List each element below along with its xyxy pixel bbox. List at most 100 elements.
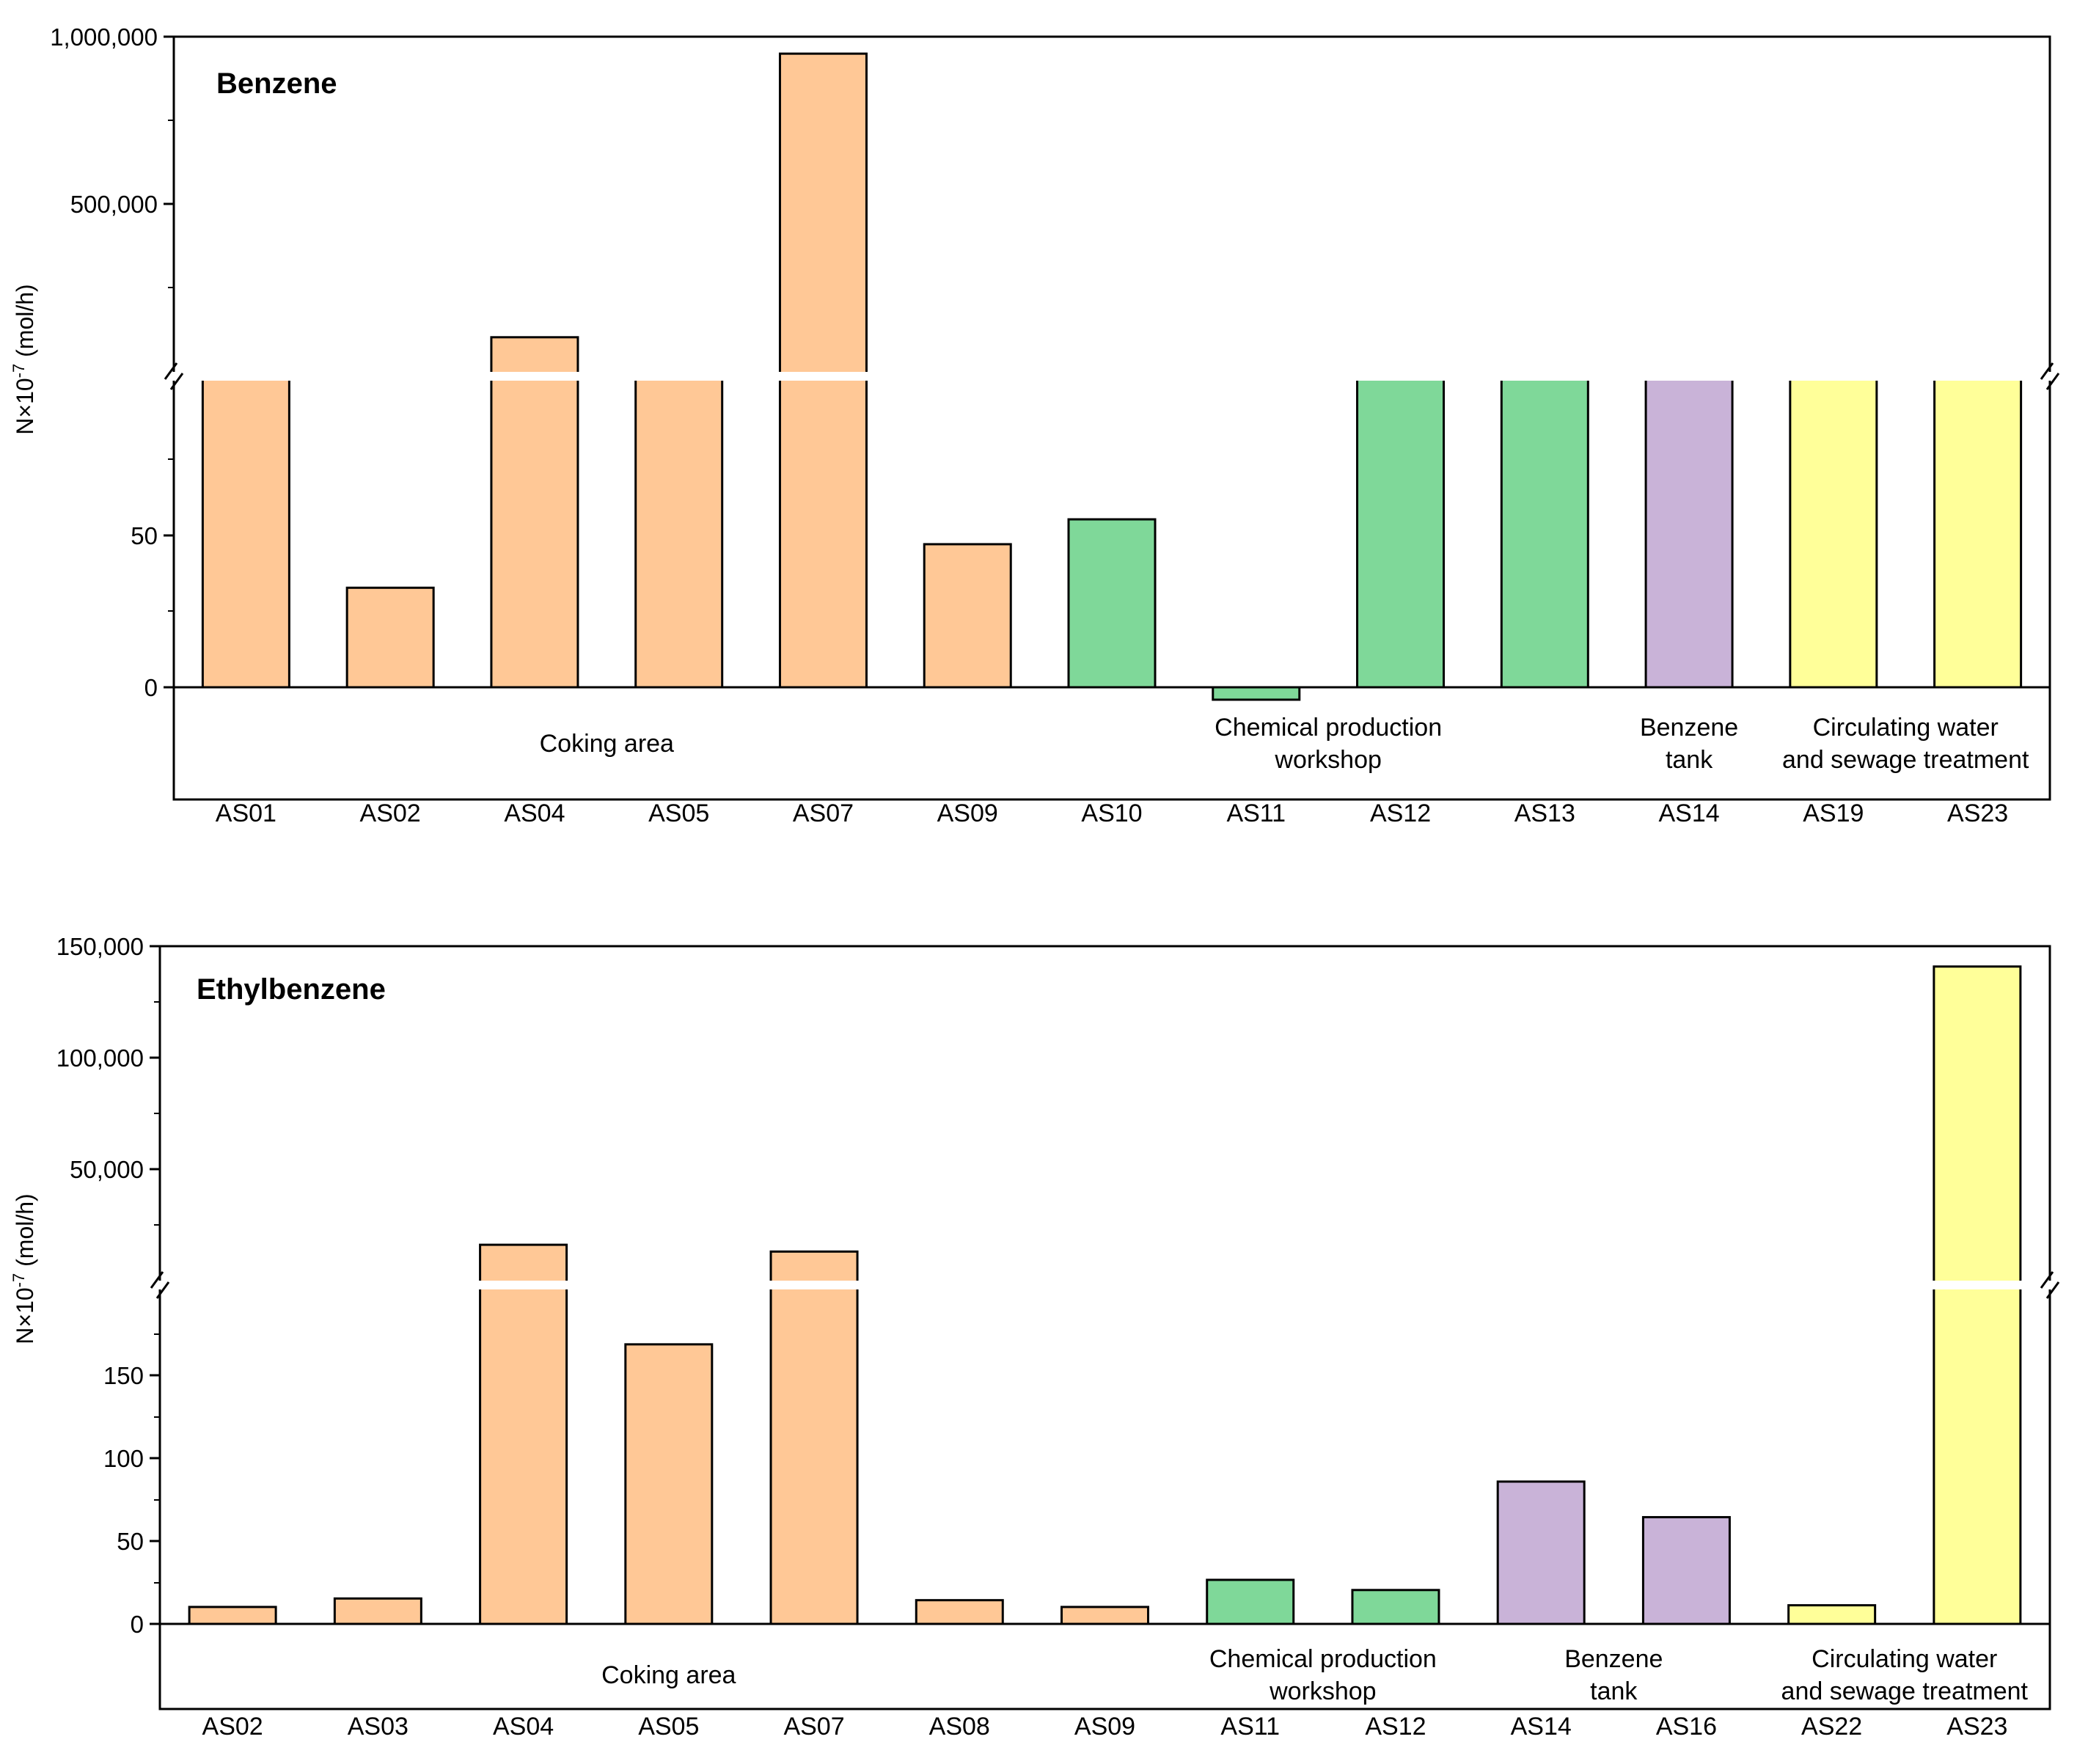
axis-break-gap	[168, 372, 2056, 381]
category-label: AS11	[1220, 1713, 1280, 1741]
y-axis-title-exponent: -7	[10, 1273, 28, 1288]
y-tick-label: 500,000	[70, 191, 158, 218]
bar-as09	[1061, 1606, 1149, 1625]
bar-as19	[1789, 375, 1878, 689]
region-label: and sewage treatment	[1782, 746, 2029, 774]
category-label: AS07	[783, 1713, 844, 1741]
region-label: Coking area	[601, 1661, 736, 1689]
bar-as07	[769, 1250, 859, 1625]
axis-break-gap	[154, 1281, 2056, 1289]
region-label: Circulating water	[1813, 714, 1999, 742]
region-label: workshop	[1269, 1677, 1377, 1705]
category-label: AS01	[216, 799, 276, 827]
region-label: and sewage treatment	[1781, 1677, 2029, 1705]
y-tick-label: 50,000	[70, 1156, 144, 1183]
category-label: AS05	[638, 1713, 699, 1741]
chart-title: Ethylbenzene	[197, 973, 386, 1006]
bar-as14	[1644, 375, 1734, 689]
bar-as11	[1206, 1578, 1295, 1625]
category-label: AS03	[348, 1713, 409, 1741]
category-label: AS09	[1074, 1713, 1135, 1741]
category-label: AS02	[202, 1713, 263, 1741]
bar-as04	[479, 1243, 568, 1625]
bar-as14	[1496, 1480, 1586, 1625]
category-label: AS05	[648, 799, 709, 827]
bar-as02	[188, 1606, 277, 1625]
axis-break-mark-right-1	[2040, 362, 2054, 380]
y-axis-title-unit: (mol/h)	[12, 1193, 38, 1273]
category-label: AS23	[1947, 799, 2008, 827]
category-label: AS14	[1511, 1713, 1572, 1741]
category-label: AS13	[1514, 799, 1575, 827]
category-label: AS19	[1803, 799, 1864, 827]
region-label: workshop	[1274, 746, 1382, 774]
region-label: Circulating water	[1812, 1645, 1997, 1673]
y-tick-label: 150	[103, 1362, 144, 1389]
bar-as04	[490, 336, 579, 689]
category-label: AS16	[1656, 1713, 1717, 1741]
region-label: tank	[1666, 746, 1713, 774]
axis-break-mark-left-2	[155, 1281, 170, 1299]
y-tick-label: 0	[131, 1611, 144, 1638]
region-label: Benzene	[1564, 1645, 1663, 1673]
y-tick-label: 100,000	[56, 1044, 144, 1072]
bar-as01	[201, 375, 290, 689]
ethylbenzene-chart-panel: 50,000 100,000 150,000 0 50 100 150 N×10-7 (mol…	[10, 933, 2060, 1741]
bar-as05	[634, 375, 724, 689]
category-label: AS22	[1801, 1713, 1862, 1741]
axis-break-mark-right-2	[2045, 373, 2060, 390]
category-label: AS11	[1226, 799, 1286, 827]
category-label: AS23	[1946, 1713, 2007, 1741]
region-label: Chemical production	[1209, 1645, 1437, 1673]
plot-frame	[158, 945, 2051, 1710]
category-label: AS09	[937, 799, 998, 827]
y-tick-label: 100	[103, 1445, 144, 1472]
bar-as12	[1356, 375, 1446, 689]
bar-as08	[915, 1599, 1004, 1625]
y-tick-label: 50	[131, 522, 158, 549]
bar-as02	[345, 586, 435, 689]
y-tick-label: 0	[144, 674, 158, 701]
region-label: tank	[1590, 1677, 1638, 1705]
chart-title: Benzene	[216, 67, 337, 100]
bar-as22	[1787, 1604, 1877, 1625]
y-axis-title: N×10-7 (mol/h)	[10, 1193, 38, 1344]
bar-as09	[923, 543, 1012, 689]
category-label: AS07	[793, 799, 854, 827]
bar-as13	[1500, 375, 1589, 689]
region-label: Coking area	[540, 730, 674, 758]
bar-as03	[333, 1597, 422, 1625]
bar-as10	[1067, 518, 1157, 689]
region-label: Chemical production	[1215, 714, 1442, 742]
benzene-chart-panel: 500,000 1,000,000 0 50 N×10-7 (mol/h) Benzene…	[10, 23, 2060, 827]
y-axis-title-exponent: -7	[10, 364, 28, 378]
category-label: AS10	[1081, 799, 1142, 827]
axis-break-mark-right-1	[2040, 1271, 2054, 1289]
category-label: AS12	[1365, 1713, 1426, 1741]
axis-break-mark-right-2	[2045, 1281, 2060, 1299]
y-axis-title-base: N×10	[12, 1287, 38, 1344]
category-label: AS14	[1658, 799, 1719, 827]
y-axis-title-base: N×10	[12, 378, 38, 434]
bar-as11	[1212, 686, 1301, 701]
bar-as23	[1933, 965, 2022, 1625]
bar-as05	[624, 1343, 714, 1625]
y-axis-title-unit: (mol/h)	[12, 284, 38, 363]
bar-as23	[1933, 375, 2023, 689]
axis-break-mark-left-2	[169, 373, 184, 390]
category-label: AS04	[493, 1713, 554, 1741]
category-label: AS02	[360, 799, 421, 827]
y-axis-title: N×10-7 (mol/h)	[10, 284, 38, 434]
category-label: AS12	[1370, 799, 1431, 827]
bar-as12	[1351, 1589, 1440, 1625]
y-tick-label: 150,000	[56, 933, 144, 960]
y-tick-label: 50	[117, 1528, 144, 1555]
bar-as16	[1641, 1515, 1731, 1625]
region-label: Benzene	[1640, 714, 1738, 742]
axis-break-mark-left-1	[164, 362, 178, 380]
bar-as07	[778, 52, 868, 689]
category-label: AS04	[504, 799, 565, 827]
y-tick-label: 1,000,000	[50, 23, 158, 51]
category-label: AS08	[929, 1713, 990, 1741]
